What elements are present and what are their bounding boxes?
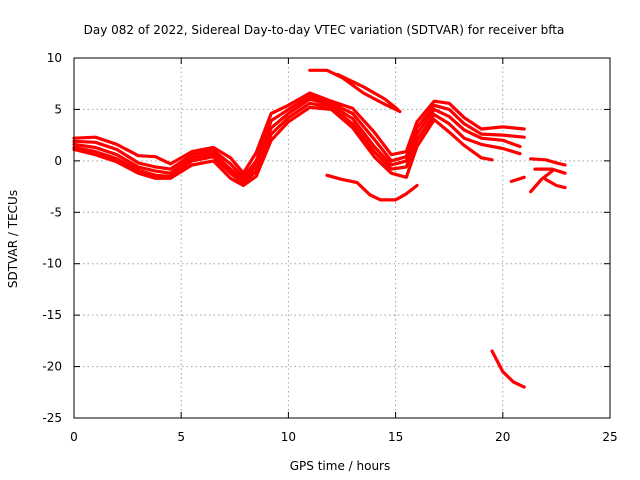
y-tick-label: 10 bbox=[47, 51, 62, 65]
x-tick-label: 15 bbox=[388, 430, 403, 444]
y-tick-label: -15 bbox=[42, 308, 62, 322]
x-tick-label: 10 bbox=[281, 430, 296, 444]
series-line-track-tail-e bbox=[511, 177, 524, 181]
x-axis-label: GPS time / hours bbox=[290, 459, 391, 473]
sdtvar-chart: Day 082 of 2022, Sidereal Day-to-day VTE… bbox=[0, 0, 640, 480]
series-line-track-upper-right bbox=[338, 75, 398, 110]
y-tick-label: -25 bbox=[42, 411, 62, 425]
x-tick-label: 25 bbox=[602, 430, 617, 444]
x-tick-label: 20 bbox=[495, 430, 510, 444]
series-line-track-tail-d bbox=[546, 179, 565, 187]
series-line-track-middle bbox=[327, 175, 417, 200]
data-series bbox=[74, 70, 565, 387]
y-tick-label: 5 bbox=[54, 102, 62, 116]
series-line-track-low bbox=[492, 351, 524, 387]
y-tick-label: -10 bbox=[42, 257, 62, 271]
y-tick-label: -20 bbox=[42, 360, 62, 374]
series-line-track-tail-a bbox=[531, 159, 565, 165]
chart-title: Day 082 of 2022, Sidereal Day-to-day VTE… bbox=[84, 23, 565, 37]
y-axis-label: SDTVAR / TECUs bbox=[6, 190, 20, 288]
x-tick-label: 0 bbox=[70, 430, 78, 444]
y-tick-label: -5 bbox=[50, 205, 62, 219]
x-tick-label: 5 bbox=[177, 430, 185, 444]
y-tick-label: 0 bbox=[54, 154, 62, 168]
